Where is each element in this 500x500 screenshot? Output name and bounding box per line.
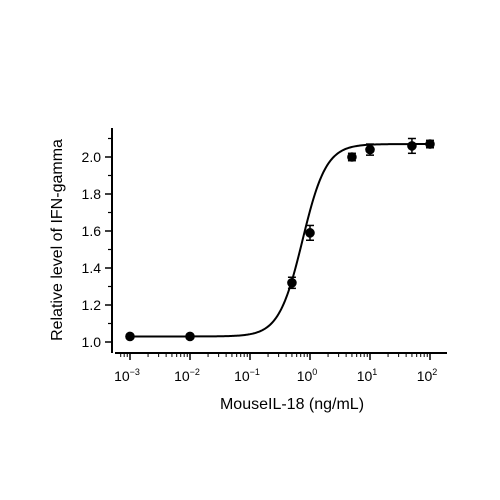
y-tick-label: 1.8 — [82, 186, 102, 202]
fit-curve-layer — [130, 143, 430, 338]
data-point — [125, 331, 135, 342]
data-point — [365, 144, 375, 155]
x-tick-label: 10−1 — [234, 367, 260, 384]
axes: 1.0 1.2 1.4 1.6 1.8 2.0 10−3 10−2 10−1 100 101 102 — [82, 128, 447, 384]
y-axis-title: Relative level of IFN-gamma — [49, 139, 66, 341]
y-tick-label: 1.0 — [82, 334, 102, 350]
x-tick-label: 100 — [297, 367, 318, 384]
data-point — [185, 331, 195, 342]
y-tick-label: 2.0 — [82, 149, 102, 165]
x-tick-label: 102 — [417, 367, 438, 384]
x-axis-title: MouseIL-18 (ng/mL) — [220, 396, 364, 413]
y-tick-label: 1.2 — [82, 297, 102, 313]
x-tick-label: 101 — [357, 367, 378, 384]
data-point — [425, 139, 435, 149]
x-tick-label: 10−2 — [174, 367, 200, 384]
data-point — [305, 228, 315, 238]
data-point — [407, 141, 417, 151]
x-tick-label: 10−3 — [114, 367, 140, 384]
y-tick-label: 1.4 — [82, 260, 102, 276]
data-point — [287, 278, 297, 288]
data-points-layer — [125, 137, 435, 342]
data-point — [347, 152, 357, 162]
fit-curve — [130, 143, 430, 338]
y-tick-label: 1.6 — [82, 223, 102, 239]
